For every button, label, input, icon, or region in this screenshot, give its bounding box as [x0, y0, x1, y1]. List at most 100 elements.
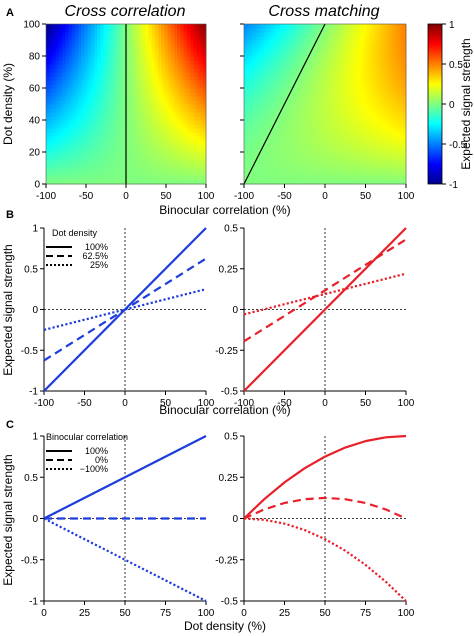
heatmap-cell: [386, 112, 391, 117]
heatmap-cell: [247, 144, 251, 149]
heatmap-cell: [389, 148, 394, 153]
heatmap-cell: [113, 156, 117, 161]
heatmap-cell: [164, 56, 168, 61]
heatmap-cell: [135, 172, 140, 177]
heatmap-cell: [263, 40, 268, 45]
y-tick-label: 0: [32, 514, 38, 525]
heatmap-cell: [354, 168, 358, 173]
heatmap-cell: [305, 156, 310, 161]
heatmap-cell: [256, 132, 261, 137]
heatmap-cell: [321, 80, 326, 85]
heatmap-cell: [250, 120, 255, 125]
heatmap-cell: [367, 60, 371, 65]
heatmap-cell: [193, 104, 197, 109]
heatmap-cell: [78, 160, 82, 165]
heatmap-cell: [58, 152, 63, 157]
heatmap-cell: [132, 132, 136, 137]
heatmap-cell: [177, 36, 181, 41]
heatmap-cell: [328, 84, 332, 89]
heatmap-cell: [350, 108, 355, 113]
heatmap-cell: [196, 180, 200, 185]
heatmap-cell: [286, 140, 290, 145]
heatmap-cell: [305, 32, 310, 37]
heatmap-cell: [167, 156, 172, 161]
heatmap-cell: [282, 124, 287, 129]
heatmap-cell: [193, 172, 197, 177]
heatmap-cell: [174, 172, 178, 177]
heatmap-cell: [269, 80, 274, 85]
heatmap-cell: [337, 72, 342, 77]
heatmap-cell: [321, 168, 326, 173]
heatmap-cell: [331, 156, 336, 161]
heatmap-cell: [308, 24, 313, 29]
heatmap-cell: [145, 156, 149, 161]
heatmap-cell: [164, 168, 168, 173]
heatmap-cell: [58, 96, 63, 101]
heatmap-cell: [190, 112, 194, 117]
heatmap-cell: [71, 132, 76, 137]
heatmap-cell: [289, 156, 293, 161]
heatmap-cell: [49, 100, 53, 105]
heatmap-cell: [383, 80, 387, 85]
heatmap-cell: [151, 120, 156, 125]
heatmap-cell: [402, 168, 407, 173]
heatmap-cell: [154, 136, 159, 141]
heatmap-cell: [164, 72, 168, 77]
heatmap-cell: [357, 152, 362, 157]
heatmap-cell: [161, 92, 165, 97]
heatmap-cell: [325, 88, 329, 93]
heatmap-cell: [315, 128, 319, 133]
heatmap-cell: [383, 104, 387, 109]
heatmap-cell: [78, 108, 82, 113]
heatmap-cell: [380, 32, 384, 37]
heatmap-cell: [325, 36, 329, 41]
heatmap-cell: [315, 144, 319, 149]
heatmap-cell: [263, 156, 268, 161]
heatmap-cell: [389, 68, 394, 73]
heatmap-cell: [81, 40, 85, 45]
heatmap-cell: [325, 152, 329, 157]
heatmap-cell: [132, 56, 136, 61]
heatmap-cell: [94, 44, 98, 49]
heatmap-cell: [154, 92, 159, 97]
heatmap-cell: [129, 60, 133, 65]
heatmap-cell: [315, 76, 319, 81]
x-tick-label: 0: [123, 191, 129, 202]
heatmap-cell: [68, 40, 72, 45]
heatmap-cell: [90, 96, 95, 101]
heatmap-cell: [142, 56, 146, 61]
heatmap-cell: [370, 144, 374, 149]
heatmap-cell: [78, 156, 82, 161]
heatmap-cell: [299, 180, 303, 185]
heatmap-cell: [380, 72, 384, 77]
heatmap-cell: [148, 32, 152, 37]
heatmap-cell: [55, 152, 60, 157]
heatmap-cell: [100, 100, 104, 105]
heatmap-cell: [135, 168, 140, 173]
heatmap-cell: [402, 176, 407, 181]
heatmap-cell: [256, 52, 261, 57]
heatmap-cell: [199, 24, 204, 29]
heatmap-cell: [244, 124, 248, 129]
series-line-dashed: [243, 496, 407, 520]
x-tick-label: 100: [198, 608, 215, 619]
heatmap-cell: [315, 48, 319, 53]
heatmap-cell: [399, 148, 404, 153]
heatmap-cell: [180, 124, 184, 129]
heatmap-cell: [190, 148, 194, 153]
heatmap-cell: [373, 96, 378, 101]
heatmap-cell: [170, 176, 175, 181]
heatmap-cell: [202, 32, 207, 37]
heatmap-cell: [199, 40, 204, 45]
heatmap-cell: [318, 180, 323, 185]
heatmap-cell: [177, 156, 181, 161]
heatmap-cell: [110, 60, 114, 65]
heatmap-cell: [318, 120, 323, 125]
heatmap-cell: [269, 40, 274, 45]
heatmap-cell: [286, 56, 290, 61]
heatmap-cell: [183, 120, 188, 125]
heatmap-cell: [180, 108, 184, 113]
heatmap-cell: [97, 144, 101, 149]
heatmap-cell: [90, 56, 95, 61]
heatmap-cell: [58, 160, 63, 165]
